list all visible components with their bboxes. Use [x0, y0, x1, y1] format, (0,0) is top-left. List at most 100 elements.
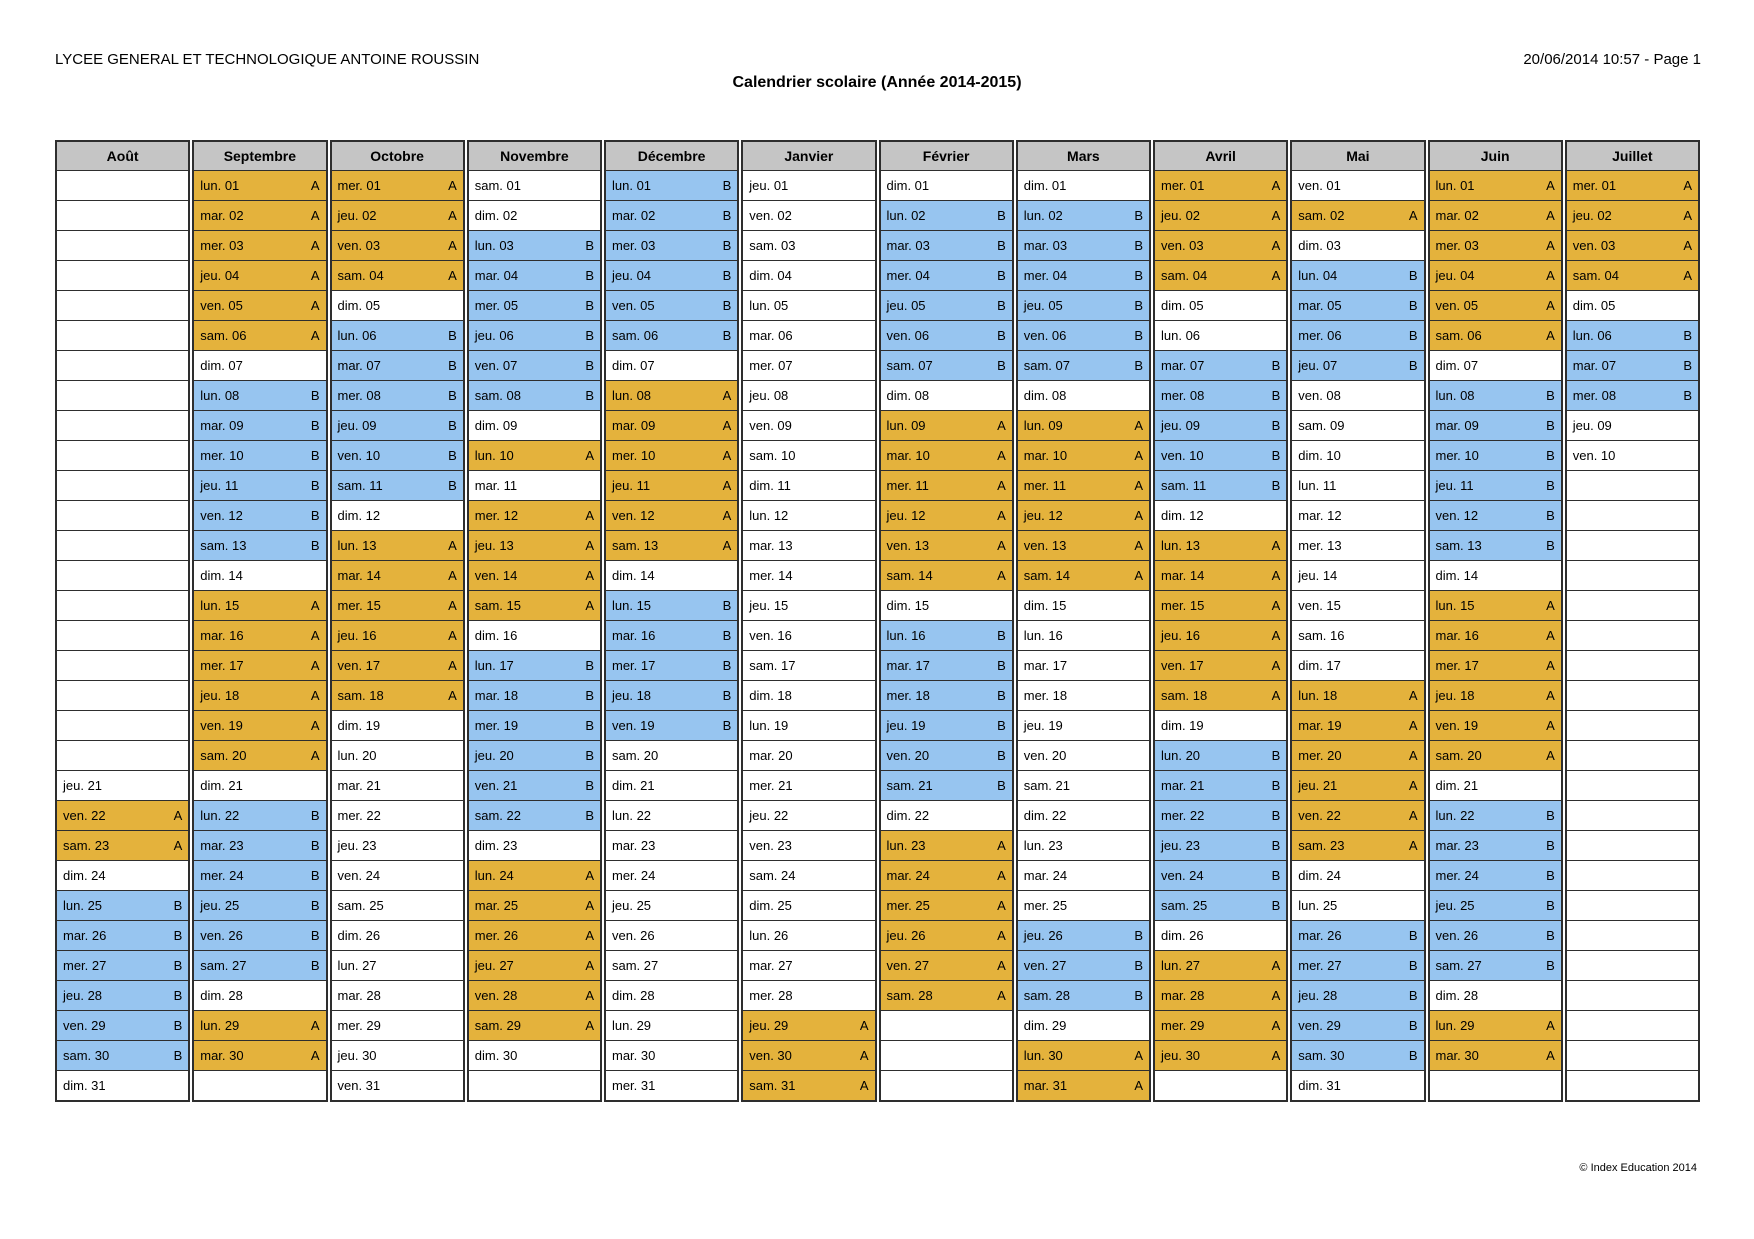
day-label: mar. 25 — [474, 898, 519, 913]
day-cell: dim. 15 — [880, 590, 1012, 620]
day-cell: sam. 09 — [1292, 410, 1424, 440]
day-cell: ven. 07 B — [468, 350, 600, 380]
day-label: mer. 01 — [337, 178, 381, 193]
day-label: jeu. 05 — [886, 298, 926, 313]
week-letter: B — [1408, 358, 1418, 373]
day-cell: mer. 29 A — [1155, 1010, 1287, 1040]
week-letter: A — [310, 628, 320, 643]
day-cell: sam. 06 A — [1429, 320, 1561, 350]
week-letter: B — [1134, 928, 1143, 943]
week-letter: A — [310, 718, 320, 733]
day-cell: mar. 05 B — [1292, 290, 1424, 320]
day-label: mer. 06 — [1298, 328, 1342, 343]
day-label: sam. 16 — [1298, 628, 1345, 643]
day-label: sam. 04 — [1161, 268, 1208, 283]
day-cell: jeu. 16 A — [331, 620, 463, 650]
day-label: ven. 24 — [1161, 868, 1204, 883]
day-label: ven. 27 — [886, 958, 930, 973]
day-cell: jeu. 13 A — [468, 530, 600, 560]
day-label: ven. 20 — [886, 748, 930, 763]
day-cell: mar. 12 — [1292, 500, 1424, 530]
day-cell: sam. 02 A — [1292, 200, 1424, 230]
day-label: mar. 12 — [1298, 508, 1342, 523]
day-cell: jeu. 18 B — [606, 680, 738, 710]
day-label: jeu. 04 — [1435, 268, 1475, 283]
week-letter: B — [310, 928, 320, 943]
day-cell: mar. 18 B — [468, 680, 600, 710]
day-label: sam. 27 — [1435, 958, 1482, 973]
week-letter: A — [1408, 838, 1418, 853]
day-cell: lun. 13 A — [1155, 530, 1287, 560]
day-cell: jeu. 26 A — [880, 920, 1012, 950]
day-cell: ven. 31 — [331, 1070, 463, 1100]
day-cell: dim. 07 — [606, 350, 738, 380]
day-cell: ven. 13 A — [880, 530, 1012, 560]
day-cell: jeu. 26 B — [1017, 920, 1149, 950]
week-letter: B — [310, 478, 320, 493]
day-label: jeu. 23 — [337, 838, 377, 853]
week-letter: B — [1134, 298, 1143, 313]
day-cell: mer. 29 — [331, 1010, 463, 1040]
day-cell: sam. 23 A — [1292, 830, 1424, 860]
month-header-septembre: Septembre — [194, 142, 326, 170]
day-cell — [1566, 500, 1698, 530]
day-label: sam. 29 — [474, 1018, 521, 1033]
week-letter: A — [310, 178, 320, 193]
week-letter: A — [722, 538, 732, 553]
day-cell: dim. 31 — [57, 1070, 189, 1100]
day-label: lun. 01 — [200, 178, 240, 193]
day-cell: mer. 03 A — [1429, 230, 1561, 260]
day-label: ven. 19 — [1435, 718, 1479, 733]
week-letter: B — [722, 298, 732, 313]
month-header-mars: Mars — [1017, 142, 1149, 170]
week-letter: B — [997, 238, 1006, 253]
day-label: mer. 18 — [1023, 688, 1068, 703]
day-label: mer. 10 — [200, 448, 244, 463]
day-cell: dim. 19 — [1155, 710, 1287, 740]
day-label: dim. 05 — [1572, 298, 1616, 313]
day-cell: sam. 16 — [1292, 620, 1424, 650]
day-cell: ven. 12 B — [1429, 500, 1561, 530]
day-label: lun. 02 — [886, 208, 926, 223]
week-letter: B — [310, 418, 320, 433]
day-label: sam. 15 — [474, 598, 521, 613]
day-cell: jeu. 11 B — [1429, 470, 1561, 500]
day-cell: mer. 22 — [331, 800, 463, 830]
day-cell: jeu. 14 — [1292, 560, 1424, 590]
week-letter: A — [1134, 478, 1143, 493]
week-letter: B — [1546, 898, 1555, 913]
week-letter: B — [1546, 418, 1555, 433]
day-label: mar. 07 — [1161, 358, 1205, 373]
day-cell: mar. 10 A — [880, 440, 1012, 470]
week-letter: B — [997, 208, 1006, 223]
day-label: sam. 02 — [1298, 208, 1345, 223]
day-label: jeu. 25 — [200, 898, 240, 913]
day-label: mar. 23 — [1435, 838, 1479, 853]
month-header-juin: Juin — [1429, 142, 1561, 170]
week-letter: A — [1546, 1018, 1555, 1033]
day-cell: dim. 08 — [880, 380, 1012, 410]
day-cell: dim. 12 — [1155, 500, 1287, 530]
day-label: jeu. 11 — [200, 478, 239, 493]
day-cell: dim. 01 — [1017, 170, 1149, 200]
day-label: mer. 03 — [200, 238, 244, 253]
day-label: mar. 13 — [749, 538, 793, 553]
day-cell: jeu. 19 B — [880, 710, 1012, 740]
day-label: mer. 03 — [1435, 238, 1479, 253]
week-letter: A — [1271, 958, 1281, 973]
day-cell: ven. 10 B — [1155, 440, 1287, 470]
day-cell — [194, 1070, 326, 1100]
day-cell: mer. 08 B — [1566, 380, 1698, 410]
day-cell: jeu. 05 B — [1017, 290, 1149, 320]
day-label: dim. 26 — [1161, 928, 1204, 943]
day-cell: dim. 28 — [1429, 980, 1561, 1010]
day-cell: sam. 21 — [1017, 770, 1149, 800]
day-label: sam. 04 — [337, 268, 384, 283]
day-label: jeu. 30 — [1161, 1048, 1201, 1063]
day-label: ven. 23 — [749, 838, 792, 853]
day-cell: ven. 06 B — [880, 320, 1012, 350]
week-letter: B — [997, 718, 1006, 733]
day-label: mar. 21 — [337, 778, 381, 793]
day-cell: sam. 10 — [743, 440, 875, 470]
day-label: dim. 21 — [200, 778, 243, 793]
